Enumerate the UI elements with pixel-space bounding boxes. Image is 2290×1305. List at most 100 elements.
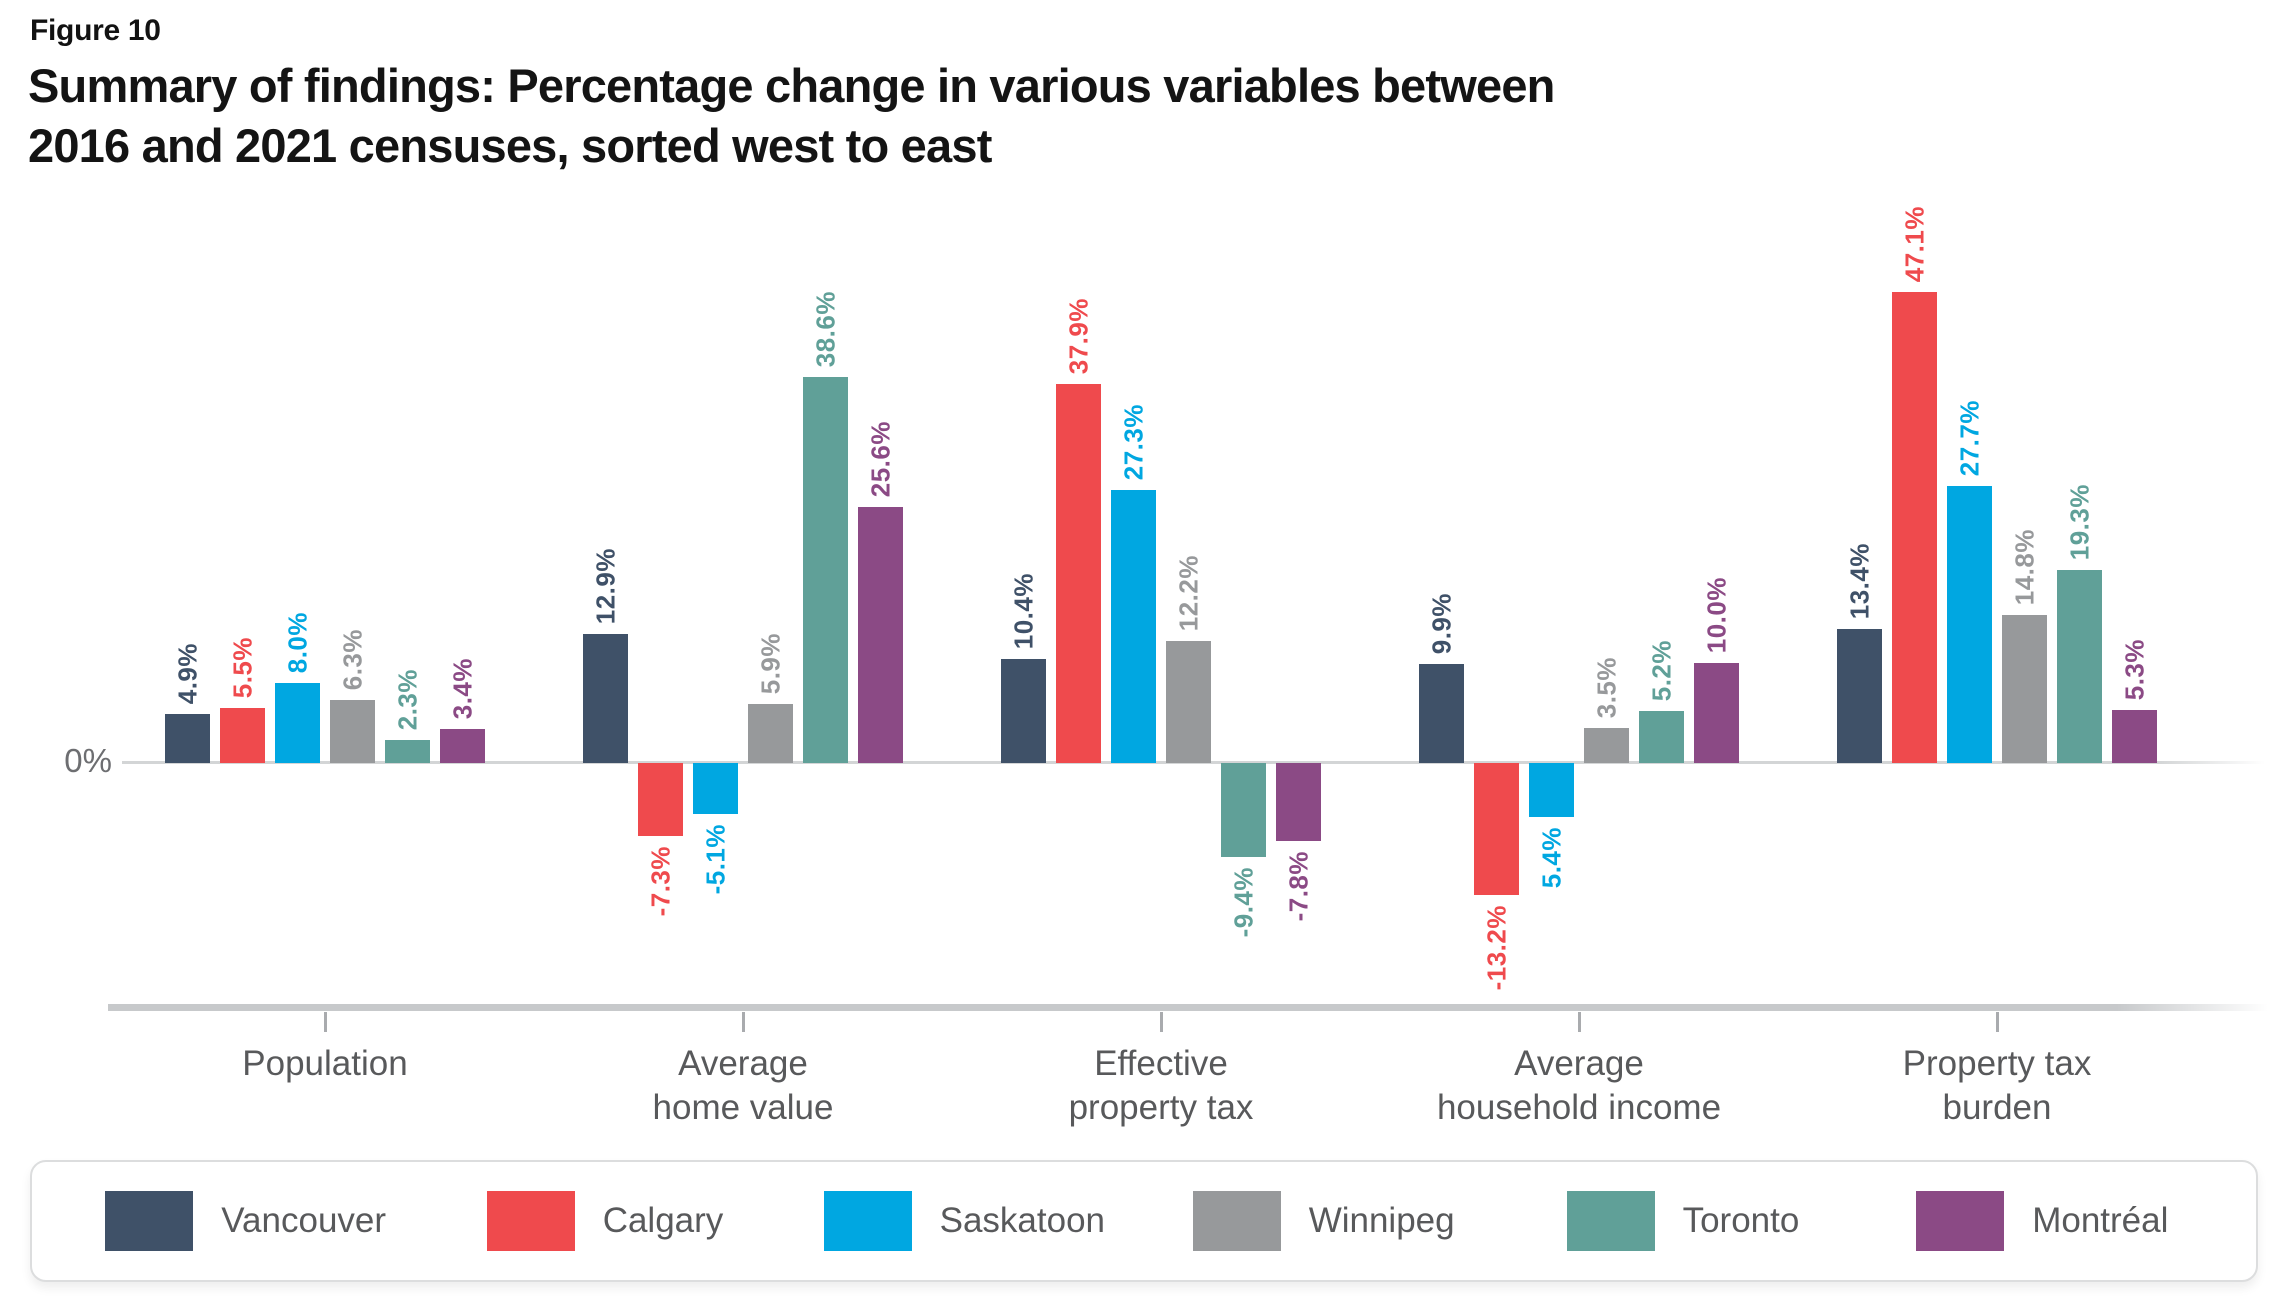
x-axis-tick bbox=[1577, 1012, 1581, 1032]
bar-label-winnipeg-average-home-value: 5.9% bbox=[755, 632, 785, 694]
bar-saskatoon-average-home-value bbox=[693, 763, 738, 814]
bar-montreal-population bbox=[440, 729, 485, 763]
legend-item-saskatoon: Saskatoon bbox=[785, 1191, 1144, 1251]
bar-label-winnipeg-population: 6.3% bbox=[337, 628, 367, 690]
bar-label-toronto-property-tax-burden: 19.3% bbox=[2064, 483, 2094, 560]
bar-label-calgary-average-household-income: -13.2% bbox=[1481, 905, 1511, 991]
bar-label-saskatoon-property-tax-burden: 27.7% bbox=[1954, 399, 1984, 476]
bar-label-toronto-average-household-income: 5.2% bbox=[1646, 639, 1676, 701]
bar-vancouver-average-home-value bbox=[583, 634, 628, 763]
bar-label-toronto-effective-property-tax: -9.4% bbox=[1228, 867, 1258, 938]
legend-label-winnipeg: Winnipeg bbox=[1308, 1201, 1455, 1240]
legend-label-toronto: Toronto bbox=[1682, 1201, 1800, 1240]
bar-toronto-average-household-income bbox=[1639, 711, 1684, 763]
bar-vancouver-population bbox=[165, 714, 210, 763]
bar-label-montreal-population: 3.4% bbox=[447, 657, 477, 719]
legend-label-vancouver: Vancouver bbox=[221, 1201, 387, 1240]
x-axis-label-line: burden bbox=[1942, 1088, 2052, 1127]
legend-label-saskatoon: Saskatoon bbox=[939, 1201, 1106, 1240]
bar-label-winnipeg-property-tax-burden: 14.8% bbox=[2009, 528, 2039, 605]
legend-item-calgary: Calgary bbox=[425, 1191, 784, 1251]
bar-label-saskatoon-average-household-income: 5.4% bbox=[1536, 827, 1566, 889]
bar-label-vancouver-average-household-income: 9.9% bbox=[1426, 592, 1456, 654]
bar-label-winnipeg-average-household-income: 3.5% bbox=[1591, 656, 1621, 718]
bar-winnipeg-population bbox=[330, 700, 375, 763]
bar-label-vancouver-average-home-value: 12.9% bbox=[590, 547, 620, 624]
bar-calgary-average-household-income bbox=[1474, 763, 1519, 895]
bar-saskatoon-population bbox=[275, 683, 320, 763]
bar-label-vancouver-effective-property-tax: 10.4% bbox=[1008, 572, 1038, 649]
legend-item-toronto: Toronto bbox=[1503, 1191, 1862, 1251]
bar-label-montreal-property-tax-burden: 5.3% bbox=[2119, 638, 2149, 700]
bar-calgary-property-tax-burden bbox=[1892, 292, 1937, 763]
x-axis-label-line: Average bbox=[678, 1044, 808, 1083]
bar-label-vancouver-property-tax-burden: 13.4% bbox=[1844, 542, 1874, 619]
bar-label-montreal-effective-property-tax: -7.8% bbox=[1283, 851, 1313, 922]
bar-vancouver-effective-property-tax bbox=[1001, 659, 1046, 763]
bar-saskatoon-property-tax-burden bbox=[1947, 486, 1992, 763]
x-axis-label-line: Effective bbox=[1094, 1044, 1228, 1083]
bar-montreal-average-household-income bbox=[1694, 663, 1739, 763]
bar-saskatoon-effective-property-tax bbox=[1111, 490, 1156, 763]
x-axis-label-average-home-value: Average home value bbox=[533, 1042, 953, 1130]
x-axis-label-line: property tax bbox=[1068, 1088, 1254, 1127]
bar-label-winnipeg-effective-property-tax: 12.2% bbox=[1173, 554, 1203, 631]
bar-label-calgary-population: 5.5% bbox=[227, 636, 257, 698]
legend-swatch-saskatoon bbox=[823, 1191, 912, 1251]
x-axis-tick bbox=[1159, 1012, 1163, 1032]
bar-label-calgary-property-tax-burden: 47.1% bbox=[1899, 205, 1929, 282]
page-title: Summary of findings: Percentage change i… bbox=[28, 56, 1928, 176]
bar-label-saskatoon-population: 8.0% bbox=[282, 611, 312, 673]
title-line-2: 2016 and 2021 censuses, sorted west to e… bbox=[28, 119, 992, 172]
legend-swatch-toronto bbox=[1566, 1191, 1655, 1251]
bar-label-vancouver-population: 4.9% bbox=[172, 642, 202, 704]
x-axis-tick bbox=[741, 1012, 745, 1032]
figure-number: Figure 10 bbox=[30, 14, 161, 47]
bar-toronto-property-tax-burden bbox=[2057, 570, 2102, 763]
bar-winnipeg-average-home-value bbox=[748, 704, 793, 763]
bar-calgary-average-home-value bbox=[638, 763, 683, 836]
legend: Vancouver Calgary Saskatoon Winnipeg Toronto… bbox=[30, 1160, 2258, 1282]
y-axis-zero-label: 0% bbox=[64, 742, 112, 779]
legend-item-vancouver: Vancouver bbox=[66, 1191, 425, 1251]
x-axis-tick bbox=[1995, 1012, 1999, 1032]
x-axis-label-population: Population bbox=[115, 1042, 535, 1086]
bar-winnipeg-property-tax-burden bbox=[2002, 615, 2047, 763]
bar-saskatoon-average-household-income bbox=[1529, 763, 1574, 817]
x-axis-label-average-household-income: Average household income bbox=[1369, 1042, 1789, 1130]
bar-vancouver-average-household-income bbox=[1419, 664, 1464, 763]
bar-montreal-property-tax-burden bbox=[2112, 710, 2157, 763]
bar-label-toronto-average-home-value: 38.6% bbox=[810, 290, 840, 367]
bar-label-saskatoon-effective-property-tax: 27.3% bbox=[1118, 403, 1148, 480]
legend-item-winnipeg: Winnipeg bbox=[1144, 1191, 1503, 1251]
legend-swatch-montreal bbox=[1916, 1191, 2005, 1251]
legend-label-calgary: Calgary bbox=[602, 1201, 724, 1240]
bar-toronto-average-home-value bbox=[803, 377, 848, 763]
bar-label-montreal-average-household-income: 10.0% bbox=[1701, 576, 1731, 653]
bar-label-montreal-average-home-value: 25.6% bbox=[865, 420, 895, 497]
x-axis-label-effective-property-tax: Effective property tax bbox=[951, 1042, 1371, 1130]
x-axis-tick bbox=[323, 1012, 327, 1032]
bar-label-calgary-effective-property-tax: 37.9% bbox=[1063, 297, 1093, 374]
x-axis-line bbox=[108, 1004, 2268, 1011]
bar-montreal-effective-property-tax bbox=[1276, 763, 1321, 841]
bar-label-toronto-population: 2.3% bbox=[392, 668, 422, 730]
bar-calgary-population bbox=[220, 708, 265, 763]
bar-toronto-effective-property-tax bbox=[1221, 763, 1266, 857]
title-line-1: Summary of findings: Percentage change i… bbox=[28, 59, 1555, 112]
bar-montreal-average-home-value bbox=[858, 507, 903, 763]
bar-toronto-population bbox=[385, 740, 430, 763]
bar-label-saskatoon-average-home-value: -5.1% bbox=[700, 824, 730, 895]
x-axis-label-line: Average bbox=[1514, 1044, 1644, 1083]
legend-swatch-calgary bbox=[486, 1191, 575, 1251]
legend-label-montreal: Montréal bbox=[2032, 1201, 2169, 1240]
legend-swatch-vancouver bbox=[105, 1191, 194, 1251]
bar-calgary-effective-property-tax bbox=[1056, 384, 1101, 763]
x-axis-label-line: home value bbox=[652, 1088, 834, 1127]
x-axis-label-line: Population bbox=[242, 1044, 408, 1083]
bar-vancouver-property-tax-burden bbox=[1837, 629, 1882, 763]
bar-label-calgary-average-home-value: -7.3% bbox=[645, 846, 675, 917]
legend-swatch-winnipeg bbox=[1192, 1191, 1281, 1251]
